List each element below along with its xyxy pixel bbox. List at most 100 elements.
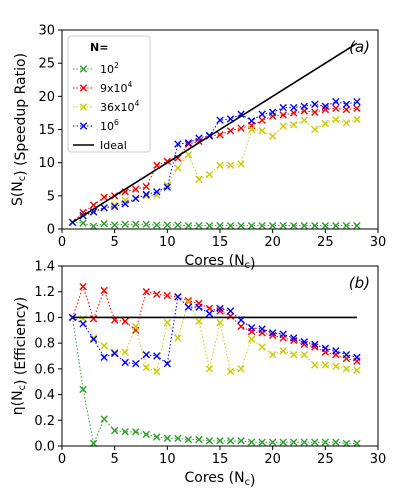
data-point xyxy=(132,194,140,203)
data-point xyxy=(68,313,77,322)
series-10-6 xyxy=(68,97,361,227)
series-line xyxy=(72,300,357,373)
data-point xyxy=(79,282,87,291)
data-point xyxy=(216,161,224,170)
data-point xyxy=(216,307,224,315)
data-point xyxy=(300,221,308,230)
data-point xyxy=(184,303,193,311)
data-point xyxy=(205,170,214,179)
legend-entry: 106 xyxy=(100,118,119,133)
data-point xyxy=(279,221,287,230)
data-point xyxy=(342,351,351,359)
data-point xyxy=(89,222,98,231)
data-point xyxy=(311,340,319,349)
data-point xyxy=(110,201,119,209)
series-line xyxy=(72,284,358,362)
data-point xyxy=(290,121,298,129)
data-point xyxy=(100,219,108,228)
data-point xyxy=(237,160,245,168)
data-point xyxy=(110,426,119,435)
data-point xyxy=(163,318,172,327)
series-36x10-4 xyxy=(68,298,361,376)
y-tick-label: 1.2 xyxy=(34,285,55,300)
data-point xyxy=(205,365,214,373)
data-point xyxy=(132,220,140,229)
data-point xyxy=(342,105,351,114)
data-point xyxy=(174,334,182,342)
data-point xyxy=(321,344,330,352)
data-point xyxy=(353,104,361,112)
data-point xyxy=(268,132,277,140)
legend-title: N= xyxy=(90,41,108,54)
plot-frame xyxy=(61,265,379,447)
data-point xyxy=(110,202,119,211)
data-point xyxy=(142,190,150,199)
series-10-2 xyxy=(68,313,361,448)
legend-marker xyxy=(79,103,88,111)
data-point xyxy=(195,134,203,142)
data-point xyxy=(121,358,129,367)
x-tick-label: 0 xyxy=(58,235,66,250)
x-tick-label: 0 xyxy=(58,452,66,467)
data-point xyxy=(132,322,140,331)
series-line xyxy=(72,107,357,223)
data-point xyxy=(216,318,224,327)
data-point xyxy=(247,438,256,446)
data-point xyxy=(100,415,108,423)
data-point xyxy=(132,428,140,436)
data-point xyxy=(100,353,108,361)
data-point xyxy=(279,347,287,355)
data-point xyxy=(311,100,319,108)
data-point xyxy=(258,110,266,118)
data-point xyxy=(226,127,235,135)
x-axis-label: Cores (Nc) xyxy=(185,253,256,272)
data-point xyxy=(195,221,203,230)
y-tick-label: 0.8 xyxy=(34,337,55,352)
data-point xyxy=(195,303,203,311)
data-point xyxy=(132,360,140,368)
data-point xyxy=(79,385,87,394)
data-point xyxy=(163,183,172,191)
data-point xyxy=(184,435,193,444)
data-point xyxy=(342,365,351,373)
data-point xyxy=(184,140,193,148)
data-point xyxy=(247,221,256,230)
data-point xyxy=(321,105,330,114)
data-point xyxy=(258,438,266,446)
data-point xyxy=(247,335,256,343)
data-point xyxy=(205,221,214,230)
data-point xyxy=(163,221,172,229)
legend-marker xyxy=(79,65,88,73)
data-point xyxy=(247,125,256,134)
data-point xyxy=(258,221,266,230)
data-point xyxy=(205,309,214,318)
data-point xyxy=(290,351,298,359)
legend-entry: Ideal xyxy=(100,139,127,152)
data-point xyxy=(321,438,330,446)
data-point xyxy=(237,110,245,118)
x-tick-label: 15 xyxy=(212,452,229,467)
y-axis-label: S(Nc) (Speedup Ratio) xyxy=(10,53,29,206)
y-axis-label: η(Nc) (Efficiency) xyxy=(10,297,29,415)
data-point xyxy=(290,109,298,117)
y-tick-label: 1.4 xyxy=(34,260,55,275)
data-point xyxy=(237,365,245,373)
panel-label: (b) xyxy=(349,274,370,292)
data-point xyxy=(216,304,224,313)
plot-frame xyxy=(61,29,379,230)
data-point xyxy=(121,220,129,229)
data-point xyxy=(226,307,235,315)
data-point xyxy=(89,335,98,343)
x-tick-label: 10 xyxy=(159,235,176,250)
y-tick-label: 25 xyxy=(38,57,55,72)
data-point xyxy=(174,434,182,442)
data-point xyxy=(142,220,150,229)
y-tick-label: 0.6 xyxy=(34,362,55,377)
x-tick-label: 30 xyxy=(370,452,387,467)
x-tick-label: 30 xyxy=(370,235,387,250)
data-point xyxy=(300,338,308,346)
series-ideal xyxy=(72,42,358,224)
data-point xyxy=(237,124,245,132)
data-point xyxy=(247,324,256,332)
chart-panel-a: 0 5 10 15 20 25 30 0 5 10 15 20 25 30 (a) Cores (Nc) S(N… xyxy=(10,24,386,273)
